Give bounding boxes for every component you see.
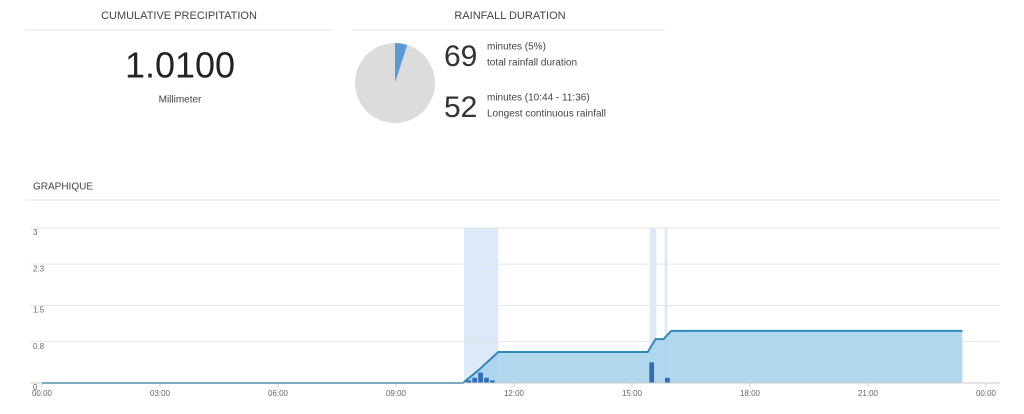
bar: [649, 362, 655, 383]
area: [42, 330, 963, 383]
x-tick-label: 12:00: [504, 389, 525, 398]
bar: [472, 377, 478, 383]
kpi-value: 1.0100: [125, 45, 235, 86]
stat-description: Longest continuous rainfall: [487, 109, 606, 120]
stat-value: 52: [444, 91, 477, 124]
stat-label: minutes (10:44 - 11:36): [487, 93, 590, 104]
kpi-unit: Millimeter: [159, 95, 202, 106]
x-tick-label: 21:00: [858, 389, 879, 398]
y-tick-label: 1.5: [33, 306, 45, 315]
chart: 0 0.8 1.5 2.3 3 00:00 03:00 06:00 09:00 12:00 15:0…: [30, 227, 1000, 398]
bar: [665, 377, 670, 383]
bar: [478, 372, 483, 383]
line: [42, 329, 963, 384]
stat-description: total rainfall duration: [487, 58, 577, 69]
stat-value: 69: [444, 40, 477, 73]
pie-slice: [354, 43, 435, 124]
stat-label: minutes (5%): [487, 42, 546, 53]
x-tick-label: 09:00: [386, 389, 407, 398]
y-tick-label: 0.8: [33, 342, 45, 351]
x-tick-label: 18:00: [740, 389, 761, 398]
bar: [490, 380, 495, 383]
chart-title: GRAPHIQUE: [33, 182, 93, 193]
x-tick-label: 15:00: [622, 389, 643, 398]
bar: [466, 380, 472, 383]
panel-title: CUMULATIVE PRECIPITATION: [101, 10, 257, 22]
y-tick-label: 2.3: [33, 264, 45, 273]
x-tick-label: 00:00: [32, 389, 53, 398]
y-tick-label: 3: [33, 228, 38, 237]
bar: [484, 377, 489, 383]
x-tick-label: 06:00: [268, 389, 289, 398]
x-tick-label: 03:00: [150, 389, 171, 398]
panel-title: RAINFALL DURATION: [454, 10, 565, 22]
y-tick-label: 0: [33, 383, 38, 392]
pie: [354, 43, 435, 124]
x-tick-label: 00:00: [976, 389, 997, 398]
pie-slice: [395, 43, 408, 83]
